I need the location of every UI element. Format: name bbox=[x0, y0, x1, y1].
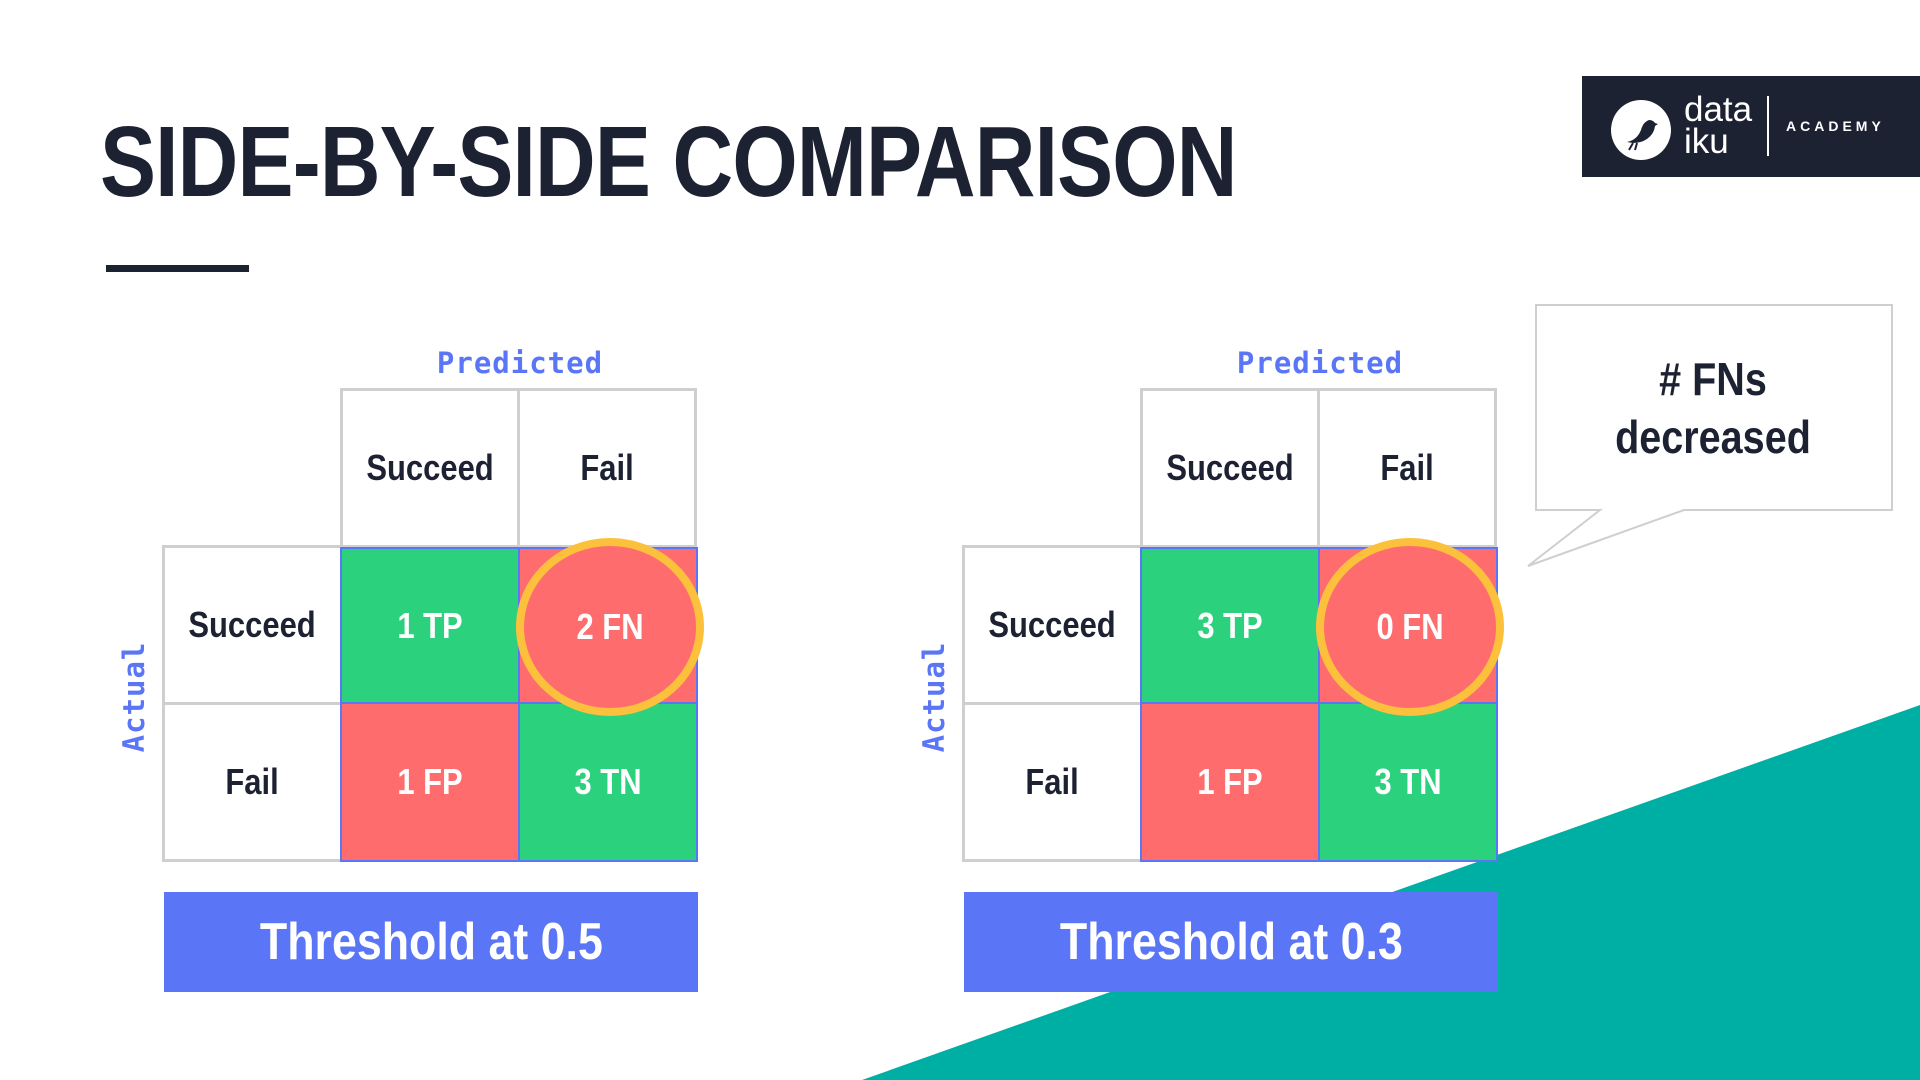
col-header-fail: Fail bbox=[517, 388, 697, 548]
confusion-matrix-left: Predicted Actual Succeed Fail Succeed Fa… bbox=[117, 340, 704, 992]
predicted-axis-label: Predicted bbox=[436, 346, 604, 380]
actual-axis-label: Actual bbox=[917, 641, 951, 753]
cell-false-negative-highlight: 0 FN bbox=[1316, 538, 1504, 716]
logo-wordmark: data iku bbox=[1684, 90, 1753, 161]
col-header-succeed: Succeed bbox=[340, 388, 520, 548]
cell-true-negative: 3 TN bbox=[1318, 702, 1498, 862]
page-title: SIDE-BY-SIDE COMPARISON bbox=[100, 106, 1237, 218]
logo-academy-label: ACADEMY bbox=[1786, 118, 1885, 134]
callout-line2: decreased bbox=[1615, 411, 1811, 463]
logo-separator bbox=[1767, 96, 1769, 156]
row-header-succeed: Succeed bbox=[162, 545, 343, 705]
confusion-matrix-right: Predicted Actual Succeed Fail Succeed Fa… bbox=[917, 340, 1504, 992]
callout-bubble bbox=[1527, 304, 1893, 567]
cell-true-negative: 3 TN bbox=[518, 702, 698, 862]
logo-word-line2: iku bbox=[1684, 122, 1729, 161]
dataiku-academy-logo: data iku ACADEMY bbox=[1582, 76, 1920, 177]
col-header-fail: Fail bbox=[1317, 388, 1497, 548]
cell-true-positive: 1 TP bbox=[340, 547, 520, 704]
actual-axis-label: Actual bbox=[117, 641, 151, 753]
title-underline bbox=[106, 265, 249, 272]
predicted-axis-label: Predicted bbox=[1236, 346, 1404, 380]
row-header-fail: Fail bbox=[162, 702, 343, 862]
cell-true-positive: 3 TP bbox=[1140, 547, 1320, 704]
logo-word-line1: data bbox=[1684, 90, 1753, 129]
row-header-succeed: Succeed bbox=[962, 545, 1143, 705]
cell-false-positive: 1 FP bbox=[1140, 702, 1320, 862]
row-header-fail: Fail bbox=[962, 702, 1143, 862]
cell-false-positive: 1 FP bbox=[340, 702, 520, 862]
threshold-label: Threshold at 0.5 bbox=[164, 892, 698, 992]
bird-icon bbox=[1611, 100, 1671, 160]
callout-line1: # FNs bbox=[1659, 353, 1767, 405]
cell-false-negative-highlight: 2 FN bbox=[516, 538, 704, 716]
threshold-label: Threshold at 0.3 bbox=[964, 892, 1498, 992]
callout-text: # FNs decreased bbox=[1538, 350, 1888, 466]
col-header-succeed: Succeed bbox=[1140, 388, 1320, 548]
